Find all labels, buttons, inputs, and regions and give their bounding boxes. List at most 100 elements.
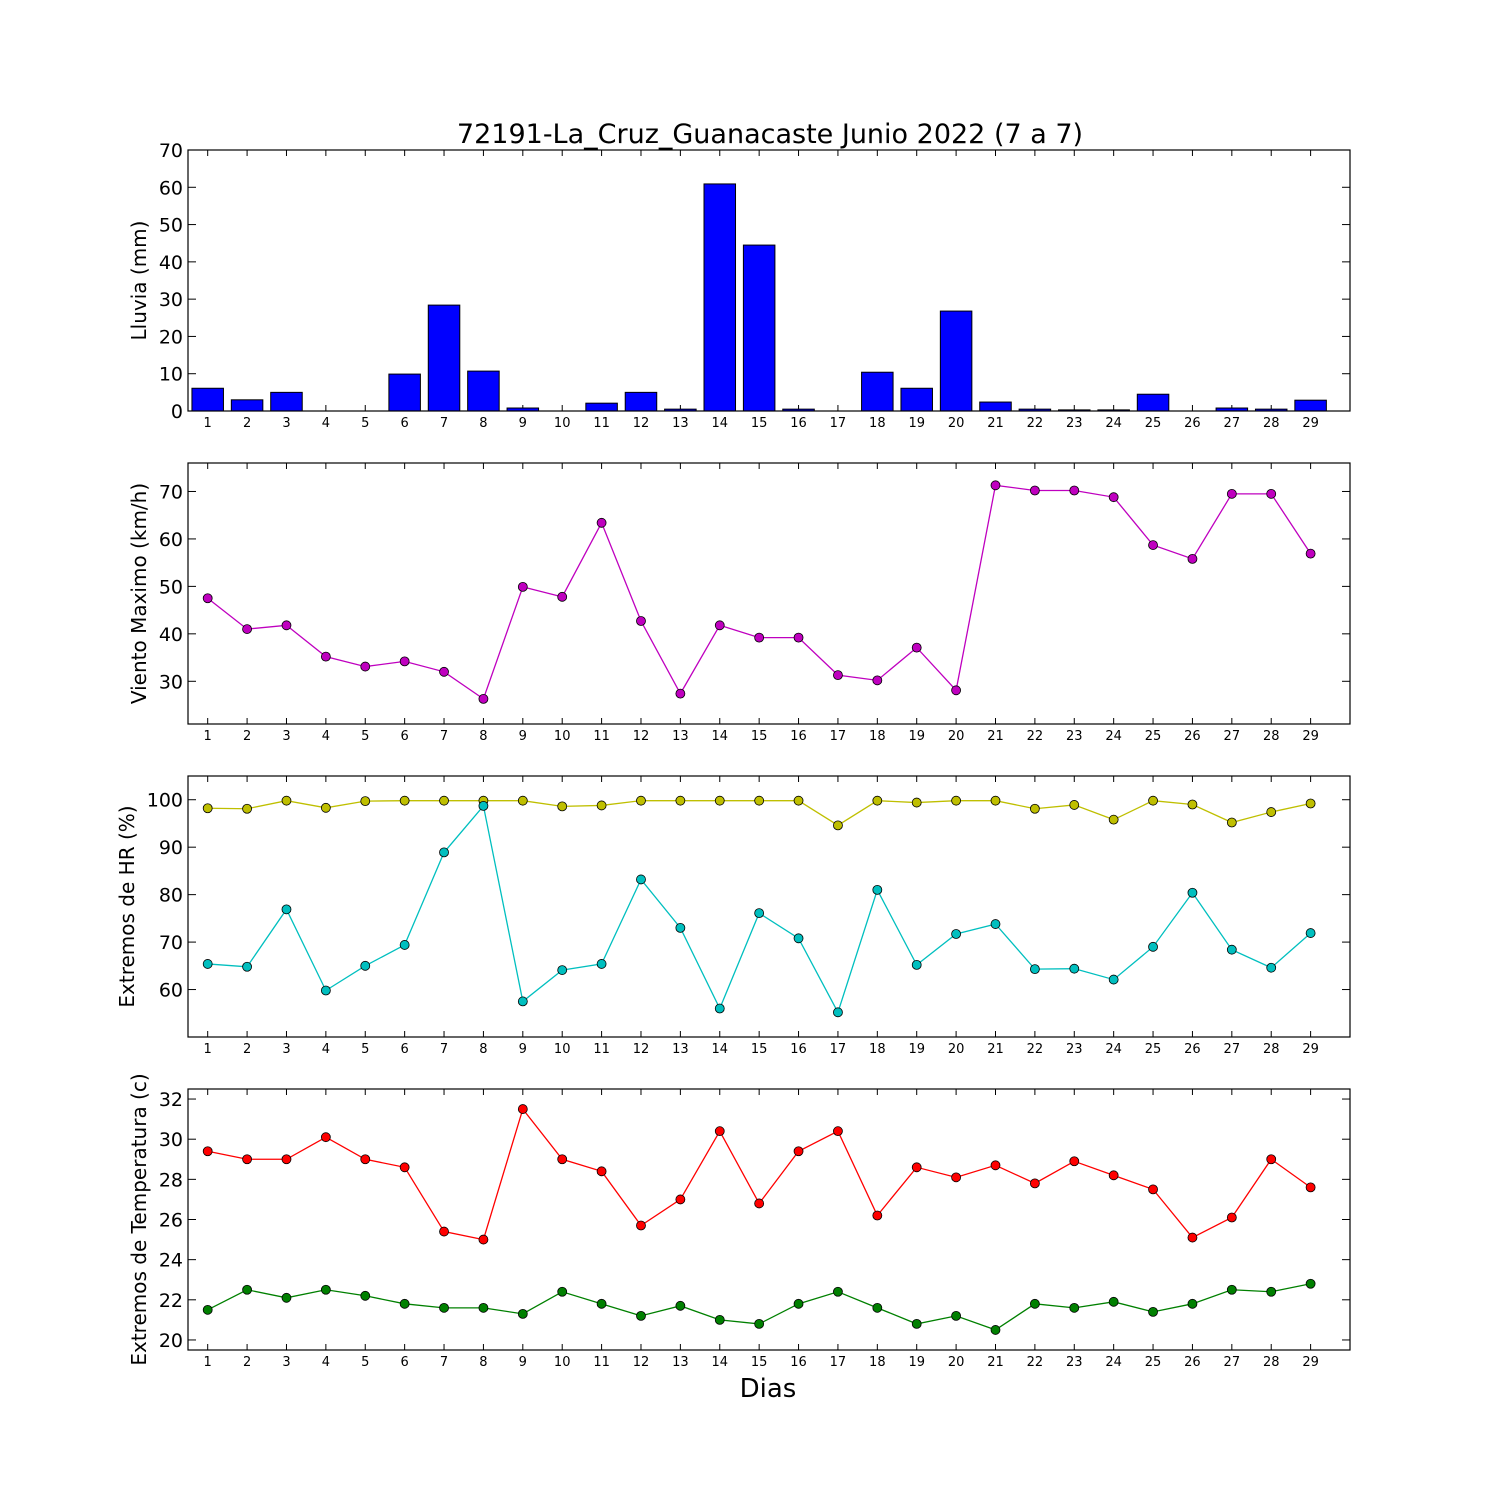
series-1-point-day-2 xyxy=(242,803,252,814)
series-2-point-day-3 xyxy=(281,904,292,915)
x-tick-label: 11 xyxy=(593,1042,610,1057)
y-tick-label: 32 xyxy=(159,1089,183,1111)
series-2-point-day-14 xyxy=(714,1003,725,1014)
x-tick-label: 12 xyxy=(633,1355,650,1370)
series-1-point-day-6 xyxy=(399,1162,410,1173)
series-2-point-day-7 xyxy=(439,1302,449,1313)
x-tick-label: 10 xyxy=(554,1042,571,1057)
series-1-point-day-1 xyxy=(202,803,213,814)
x-tick-label: 29 xyxy=(1302,1355,1319,1370)
x-tick-label: 6 xyxy=(401,729,409,744)
x-tick-label: 2 xyxy=(243,1042,251,1057)
y-tick-label: 30 xyxy=(159,671,183,693)
series-1-point-day-2 xyxy=(242,1154,252,1165)
x-tick-label: 24 xyxy=(1105,416,1122,431)
x-tick-label: 4 xyxy=(322,416,330,431)
series-1-point-day-13 xyxy=(675,688,686,699)
series-1-point-day-19 xyxy=(911,642,922,653)
series-2-point-day-1 xyxy=(202,1304,213,1315)
series-2-point-day-4 xyxy=(320,1284,331,1295)
series-2-point-day-19 xyxy=(911,1319,922,1329)
series-2-point-day-20 xyxy=(951,929,962,939)
x-tick-label: 17 xyxy=(830,1355,847,1370)
x-tick-label: 1 xyxy=(204,1355,212,1370)
series-2-point-day-2 xyxy=(242,961,252,972)
x-tick-label: 5 xyxy=(361,1355,369,1370)
x-tick-label: 18 xyxy=(869,416,886,431)
x-tick-label: 22 xyxy=(1027,1355,1044,1370)
y-tick-label: 70 xyxy=(159,481,183,503)
x-tick-label: 8 xyxy=(479,1042,487,1057)
series-1-point-day-15 xyxy=(754,1198,765,1209)
x-tick-label: 19 xyxy=(908,416,925,431)
x-tick-label: 2 xyxy=(243,416,251,431)
series-2-point-day-26 xyxy=(1187,1298,1198,1309)
series-1-point-day-26 xyxy=(1187,1232,1198,1243)
series-1-point-day-28 xyxy=(1266,488,1277,499)
series-1-point-day-7 xyxy=(439,1226,449,1237)
x-tick-label: 8 xyxy=(479,729,487,744)
series-2-point-day-10 xyxy=(557,965,568,975)
y-axis-label: Lluvia (mm) xyxy=(127,221,151,341)
series-1-point-day-15 xyxy=(754,795,765,806)
series-2-point-day-12 xyxy=(636,1310,646,1321)
x-tick-label: 23 xyxy=(1066,416,1083,431)
series-1-point-day-9 xyxy=(517,581,528,592)
x-tick-label: 14 xyxy=(711,1355,728,1370)
x-tick-label: 16 xyxy=(790,416,807,431)
x-tick-label: 10 xyxy=(554,416,571,431)
x-tick-label: 24 xyxy=(1105,1042,1122,1057)
x-tick-label: 6 xyxy=(401,1042,409,1057)
y-tick-label: 70 xyxy=(159,932,183,954)
plot-frame xyxy=(187,462,1351,725)
y-tick-label: 60 xyxy=(159,529,183,551)
x-tick-label: 3 xyxy=(282,1355,290,1370)
bar-day-7 xyxy=(427,304,461,412)
series-2-point-day-19 xyxy=(911,959,922,970)
x-tick-label: 22 xyxy=(1027,1042,1044,1057)
x-tick-label: 28 xyxy=(1263,1042,1280,1057)
x-tick-label: 19 xyxy=(908,729,925,744)
x-tick-label: 18 xyxy=(869,1042,886,1057)
series-1-point-day-7 xyxy=(439,666,449,677)
x-tick-label: 24 xyxy=(1105,1355,1122,1370)
series-2-point-day-5 xyxy=(360,960,371,971)
y-tick-label: 100 xyxy=(147,790,183,812)
series-1-point-day-16 xyxy=(793,1146,804,1157)
x-tick-label: 2 xyxy=(243,729,251,744)
series-2-point-day-6 xyxy=(399,1298,410,1309)
series-1-point-day-23 xyxy=(1069,485,1080,496)
series-1-point-day-5 xyxy=(360,796,371,807)
bar-day-2 xyxy=(230,399,264,412)
series-2-point-day-22 xyxy=(1029,1298,1040,1309)
x-tick-label: 10 xyxy=(554,729,571,744)
y-tick-label: 20 xyxy=(159,326,183,348)
series-1-point-day-24 xyxy=(1108,1170,1119,1181)
series-1-point-day-16 xyxy=(793,632,804,643)
x-tick-label: 17 xyxy=(830,416,847,431)
x-tick-label: 14 xyxy=(711,729,728,744)
series-1-point-day-12 xyxy=(636,795,646,806)
series-1-point-day-23 xyxy=(1069,800,1080,810)
series-2-point-day-18 xyxy=(872,1302,883,1313)
series-1-point-day-2 xyxy=(242,624,252,634)
series-1-point-day-21 xyxy=(990,795,1001,806)
x-tick-label: 9 xyxy=(519,1042,527,1057)
x-tick-label: 3 xyxy=(282,416,290,431)
y-axis-label: Extremos de Temperatura (c) xyxy=(127,1073,151,1365)
series-2-point-day-2 xyxy=(242,1284,252,1295)
series-1-point-day-14 xyxy=(714,620,725,631)
x-tick-label: 5 xyxy=(361,1042,369,1057)
x-tick-label: 17 xyxy=(830,1042,847,1057)
x-tick-label: 11 xyxy=(593,416,610,431)
series-2-point-day-15 xyxy=(754,908,765,919)
x-tick-label: 15 xyxy=(751,1355,768,1370)
x-tick-label: 8 xyxy=(479,1355,487,1370)
series-1-point-day-16 xyxy=(793,795,804,806)
series-1-point-day-19 xyxy=(911,1162,922,1173)
series-1-point-day-17 xyxy=(833,670,843,681)
x-tick-label: 23 xyxy=(1066,1355,1083,1370)
